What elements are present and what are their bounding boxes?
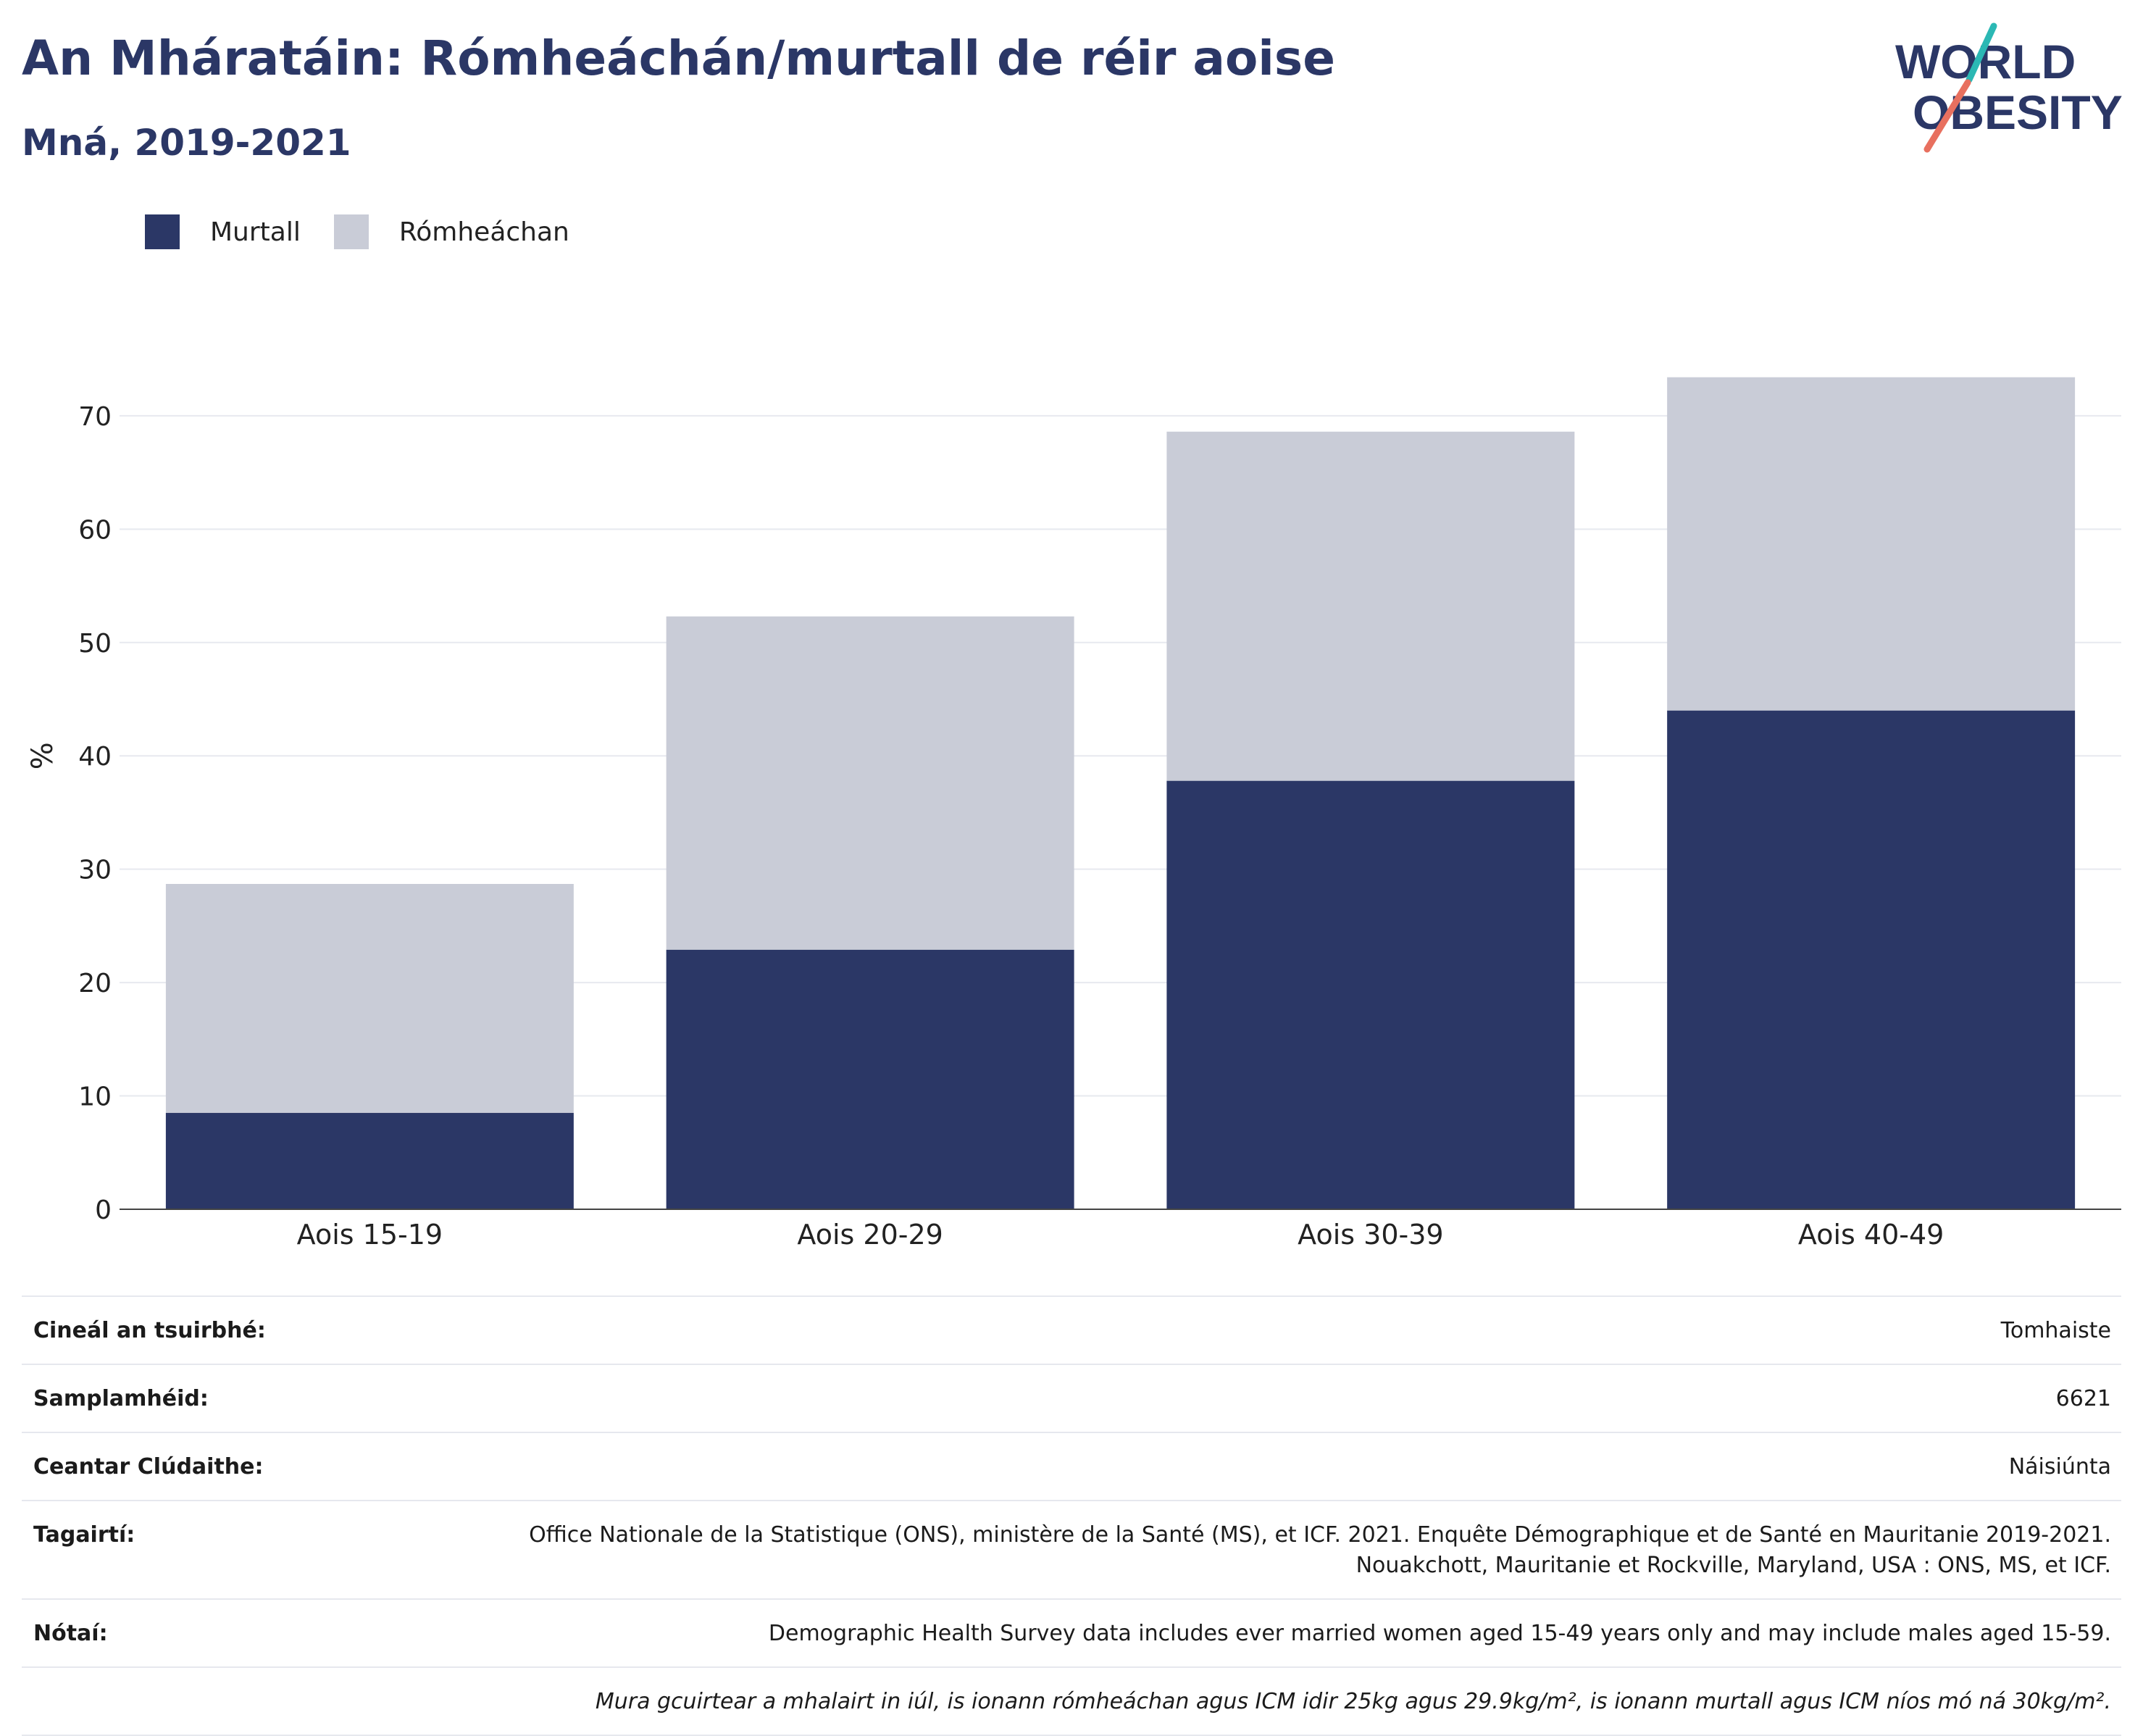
bar-murtall bbox=[165, 1113, 574, 1209]
info-value-survey-type: Tomhaiste bbox=[2000, 1318, 2111, 1343]
bar-romheachan bbox=[666, 616, 1074, 950]
x-tick-label: Aois 15-19 bbox=[297, 1219, 443, 1251]
bar-murtall bbox=[1667, 710, 2076, 1209]
info-value-sample-size: 6621 bbox=[2055, 1386, 2111, 1411]
y-tick-label: 60 bbox=[78, 515, 112, 545]
info-row-notes: Nótaí: Demographic Health Survey data in… bbox=[22, 1598, 2121, 1666]
y-tick-label: 70 bbox=[78, 402, 112, 432]
bar-murtall bbox=[666, 949, 1074, 1209]
y-tick-label: 50 bbox=[78, 629, 112, 659]
bar-romheachan bbox=[165, 883, 574, 1114]
info-label-survey-type: Cineál an tsuirbhé: bbox=[33, 1318, 266, 1343]
logo-slash-coral bbox=[1923, 79, 1971, 153]
info-row-references: Tagairtí: Office Nationale de la Statist… bbox=[22, 1500, 2121, 1598]
legend-swatch-romheachan bbox=[333, 214, 369, 249]
x-tick-label: Aois 40-49 bbox=[1798, 1219, 1944, 1251]
bar-romheachan bbox=[1166, 431, 1575, 781]
info-label-references: Tagairtí: bbox=[33, 1522, 135, 1548]
y-tick-label: 10 bbox=[78, 1082, 112, 1112]
logo-slash-teal bbox=[1966, 22, 1997, 83]
page-title: An Mháratáin: Rómheáchán/murtall de réir… bbox=[22, 30, 1335, 86]
info-value-area-covered: Náisiúnta bbox=[2008, 1454, 2111, 1480]
info-value-notes: Demographic Health Survey data includes … bbox=[768, 1621, 2111, 1646]
info-row-definition: Mura gcuirtear a mhalairt in iúl, is ion… bbox=[22, 1666, 2121, 1736]
stacked-bar-chart: 0 10 20 30 40 50 60 70% Aois 15-19 Aois 20-29 Aois… bbox=[26, 377, 2121, 1251]
y-tick-label: 40 bbox=[78, 742, 112, 772]
bar-romheachan bbox=[1667, 377, 2076, 711]
survey-info-table: Cineál an tsuirbhé: Tomhaiste Samplamhéi… bbox=[22, 1295, 2121, 1736]
info-label-sample-size: Samplamhéid: bbox=[33, 1386, 209, 1411]
bar-murtall bbox=[1166, 780, 1575, 1209]
legend-item-romheachan: Rómheáchan bbox=[333, 214, 569, 249]
x-tick-label: Aois 20-29 bbox=[797, 1219, 943, 1251]
legend-label-romheachan: Rómheáchan bbox=[398, 217, 569, 247]
info-value-references: Office Nationale de la Statistique (ONS)… bbox=[529, 1522, 2111, 1578]
info-value-definition: Mura gcuirtear a mhalairt in iúl, is ion… bbox=[595, 1689, 2111, 1714]
info-label-notes: Nótaí: bbox=[33, 1621, 108, 1646]
y-tick-label: 30 bbox=[78, 856, 112, 885]
info-row-area-covered: Ceantar Clúdaithe: Náisiúnta bbox=[22, 1432, 2121, 1500]
y-axis-label: % bbox=[26, 742, 59, 769]
info-row-survey-type: Cineál an tsuirbhé: Tomhaiste bbox=[22, 1295, 2121, 1364]
x-tick-label: Aois 30-39 bbox=[1298, 1219, 1443, 1251]
chart-legend: Murtall Rómheáchan bbox=[145, 214, 603, 249]
info-row-sample-size: Samplamhéid: 6621 bbox=[22, 1364, 2121, 1432]
y-tick-label: 0 bbox=[95, 1195, 112, 1225]
info-label-area-covered: Ceantar Clúdaithe: bbox=[33, 1454, 264, 1480]
legend-swatch-murtall bbox=[145, 214, 180, 249]
world-obesity-logo: WORLD OBESITY bbox=[1895, 22, 2123, 153]
page-subtitle: Mná, 2019-2021 bbox=[22, 122, 351, 164]
legend-item-murtall: Murtall bbox=[145, 214, 301, 249]
y-tick-label: 20 bbox=[78, 969, 112, 998]
logo-text-line2: OBESITY bbox=[1913, 85, 2123, 139]
legend-label-murtall: Murtall bbox=[210, 217, 301, 247]
